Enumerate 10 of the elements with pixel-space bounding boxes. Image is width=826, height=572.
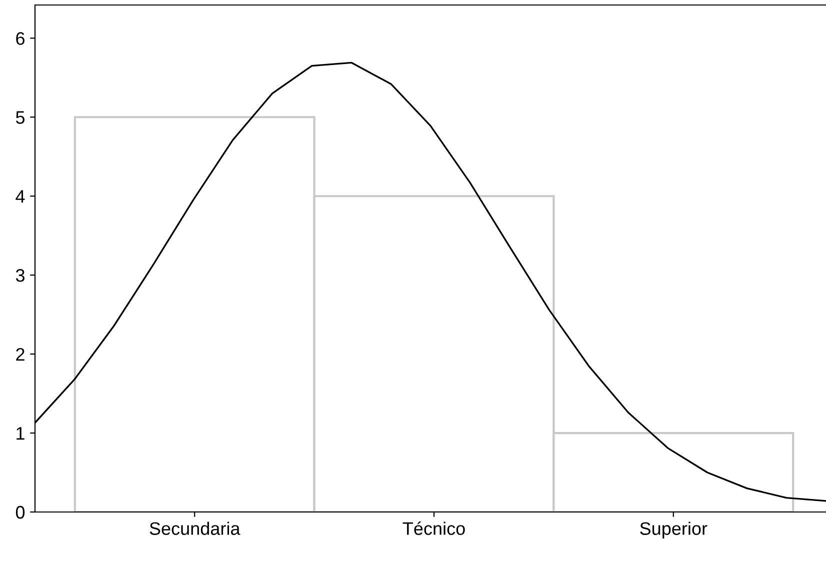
y-tick-label: 0 — [16, 506, 25, 519]
x-tick-label: Secundaria — [150, 522, 240, 535]
y-tick-label: 2 — [16, 348, 24, 361]
x-tick-label: Técnico — [402, 522, 465, 535]
y-tick-label: 5 — [16, 111, 25, 124]
y-tick-label: 6 — [16, 32, 24, 45]
y-tick-label: 4 — [16, 190, 25, 203]
y-tick-label: 3 — [16, 269, 24, 282]
y-tick-label: 1 — [16, 427, 24, 440]
x-tick-label: Superior — [640, 522, 708, 539]
